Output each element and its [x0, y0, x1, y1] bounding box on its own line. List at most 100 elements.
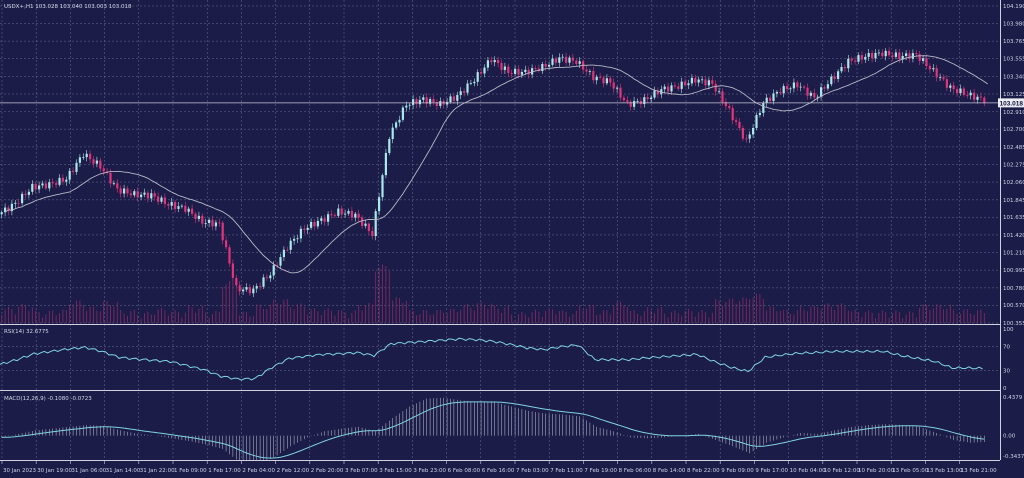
volume-bar: [229, 281, 230, 323]
candle: [150, 189, 153, 202]
volume-bar: [647, 306, 649, 323]
moving-average-line: [4, 55, 988, 274]
candle: [252, 285, 255, 298]
volume-bar: [681, 316, 683, 323]
volume-bar: [222, 287, 224, 323]
volume-bar: [796, 310, 798, 323]
volume-bar: [596, 314, 598, 323]
volume-bar: [630, 310, 632, 323]
rsi-tick-label: 30: [1003, 368, 1010, 374]
rsi-axis: 100 70 30 0: [1003, 327, 1014, 392]
candle: [707, 77, 710, 90]
candle: [843, 64, 846, 73]
volume-bar: [701, 310, 703, 323]
candle: [361, 215, 364, 229]
volume-bar: [728, 298, 730, 323]
candle: [214, 219, 217, 231]
time-tick-label: 6 Feb 08:00: [448, 468, 481, 474]
volume-bar: [96, 310, 98, 323]
candle: [197, 211, 200, 222]
candle: [500, 59, 503, 75]
price-tick-label: 101.420: [1003, 233, 1024, 239]
time-tick-label: 10 Feb 12:00: [824, 468, 861, 474]
volume-bar: [167, 315, 169, 323]
volume-bar: [334, 315, 336, 323]
volume-bar: [140, 318, 142, 323]
candle: [864, 53, 867, 64]
volume-bar: [864, 311, 866, 323]
candle: [265, 273, 268, 281]
volume-bar: [885, 312, 887, 323]
candle: [374, 208, 377, 241]
candle: [551, 54, 554, 67]
candle: [136, 187, 139, 202]
volume-bar: [698, 312, 700, 323]
candle: [952, 81, 955, 94]
time-tick-label: 3 Feb 15:00: [379, 468, 412, 474]
volume-bar: [18, 306, 20, 323]
candle: [429, 96, 432, 107]
candle: [765, 93, 768, 107]
price-tick-label: 103.340: [1003, 74, 1024, 80]
volume-bar: [766, 310, 768, 323]
candle: [350, 206, 353, 222]
candle: [163, 193, 166, 208]
volume-bar: [929, 309, 931, 323]
volume-bar: [824, 304, 825, 323]
candle: [153, 190, 156, 201]
volume-bar: [552, 309, 553, 323]
price-axis[interactable]: 104.190 103.980 103.765 103.555 103.340 103.1…: [1003, 4, 1024, 327]
candle: [452, 92, 455, 105]
candle: [119, 185, 122, 198]
candle: [877, 49, 880, 56]
volume-bar: [154, 314, 156, 323]
volume-bar: [548, 307, 550, 323]
volume-bar: [674, 310, 676, 323]
volume-bar: [790, 313, 791, 323]
candle: [888, 47, 891, 58]
volume-bar: [980, 309, 982, 323]
time-tick-label: 30 Jan 2023: [3, 468, 36, 474]
volume-bar: [841, 303, 842, 323]
volume-bar: [892, 313, 893, 323]
volume-bar: [55, 315, 57, 323]
candle: [259, 282, 262, 291]
volume-bar: [752, 297, 754, 323]
volume-bar: [633, 310, 635, 323]
volume-bar: [470, 307, 472, 323]
volume-bar: [507, 305, 509, 323]
candle: [255, 283, 258, 293]
candle: [633, 96, 636, 110]
volume-bar: [786, 309, 788, 323]
volume-bar: [93, 306, 94, 323]
candle: [279, 253, 282, 270]
candle: [694, 74, 697, 87]
candle: [425, 93, 428, 108]
price-tick-label: 103.555: [1003, 56, 1024, 62]
candle: [687, 79, 690, 90]
grid: [0, 0, 1000, 460]
candle: [969, 89, 972, 100]
volume-bar: [497, 308, 499, 323]
candle: [463, 88, 466, 97]
candle: [299, 225, 302, 243]
volume-bar: [293, 309, 295, 323]
volume-bar: [283, 299, 285, 323]
volume-bar: [912, 312, 914, 323]
candle: [160, 195, 163, 204]
volume-bar: [926, 305, 927, 323]
time-axis[interactable]: 30 Jan 2023 30 Jan 19:00 31 Jan 06:00 31 Ja…: [1, 460, 997, 474]
volume-bar: [388, 270, 390, 323]
volume-bar: [626, 306, 628, 323]
candle: [204, 218, 207, 228]
volume-bar: [72, 304, 74, 323]
volume-bar: [487, 308, 489, 323]
candle: [646, 93, 649, 104]
time-tick-label: 2 Feb 12:00: [277, 468, 310, 474]
volume-bar: [606, 310, 608, 323]
volume-bar: [259, 304, 261, 323]
candle: [595, 74, 598, 85]
candle: [680, 77, 683, 94]
volume-bar: [218, 312, 220, 323]
